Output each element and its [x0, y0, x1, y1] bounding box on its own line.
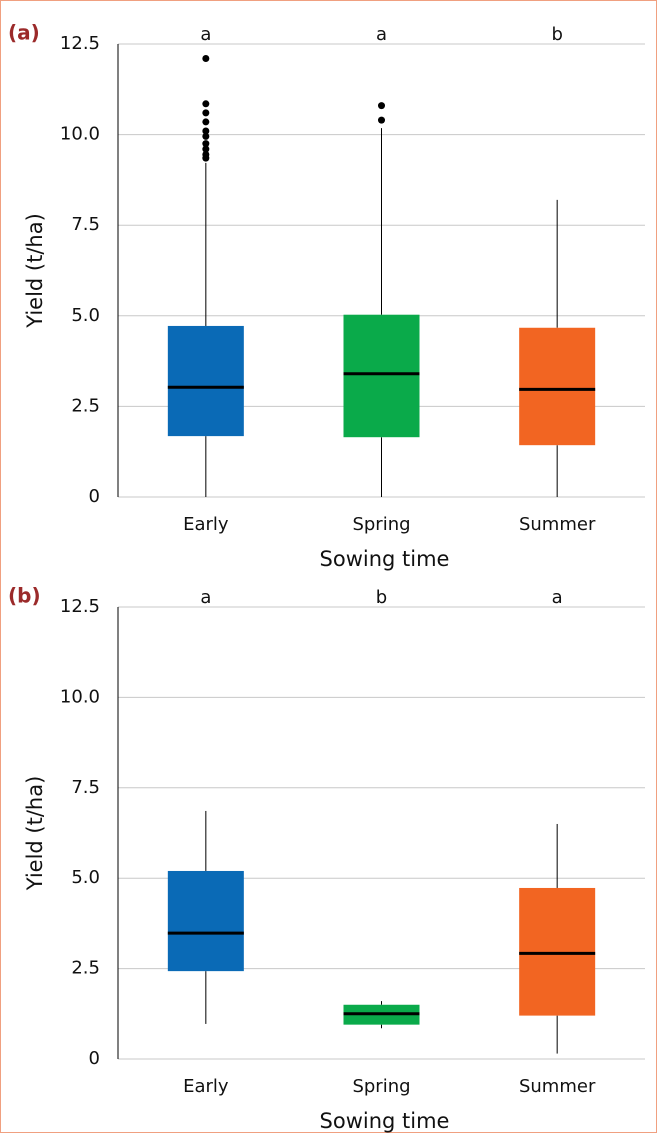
outlier: [202, 132, 210, 140]
outlier: [202, 109, 210, 117]
x-tick-label: Early: [183, 514, 229, 535]
y-tick-label: 0: [89, 1048, 100, 1069]
x-tick-label: Spring: [352, 1076, 410, 1097]
y-tick-label: 7.5: [71, 777, 100, 798]
box: [519, 327, 596, 446]
box: [519, 887, 596, 1016]
box: [343, 314, 420, 438]
y-tick-label: 5.0: [71, 867, 100, 888]
outlier: [202, 100, 210, 108]
significance-letter: b: [376, 587, 387, 608]
y-tick-label: 5.0: [71, 305, 100, 326]
x-axis-label: Sowing time: [320, 547, 450, 571]
significance-letter: a: [552, 587, 563, 608]
x-tick-label: Early: [183, 1076, 229, 1097]
outlier: [202, 145, 210, 153]
outlier: [202, 54, 210, 62]
box: [167, 325, 244, 437]
outlier: [202, 118, 210, 126]
y-tick-label: 2.5: [71, 395, 100, 416]
y-tick-label: 12.5: [60, 33, 100, 54]
y-tick-label: 0: [89, 486, 100, 507]
significance-letter: a: [200, 24, 211, 45]
panel-label: (a): [8, 21, 40, 45]
x-tick-label: Summer: [519, 514, 596, 535]
outlier: [378, 102, 385, 110]
x-tick-label: Summer: [519, 1076, 596, 1097]
y-tick-label: 10.0: [60, 686, 100, 707]
outlier: [202, 127, 210, 135]
y-tick-label: 2.5: [71, 958, 100, 979]
y-axis-label: Yield (t/ha): [23, 213, 47, 329]
y-axis-label: Yield (t/ha): [23, 776, 47, 892]
box: [167, 870, 244, 972]
x-tick-label: Spring: [352, 514, 410, 535]
y-tick-label: 12.5: [60, 596, 100, 617]
significance-letter: a: [376, 24, 387, 45]
y-tick-label: 7.5: [71, 214, 100, 235]
panel-label: (b): [8, 584, 41, 608]
outlier: [202, 154, 210, 162]
outlier: [202, 140, 210, 148]
significance-letter: b: [551, 24, 562, 45]
significance-letter: a: [200, 587, 211, 608]
x-axis-label: Sowing time: [320, 1109, 450, 1133]
y-tick-label: 10.0: [60, 124, 100, 145]
outlier: [378, 116, 385, 124]
